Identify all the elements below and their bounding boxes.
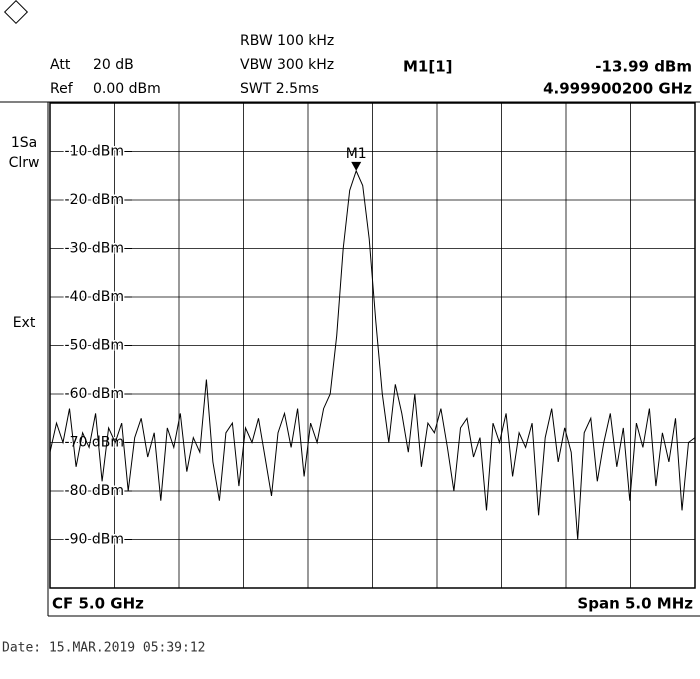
date: Date: 15.MAR.2019 05:39:12 <box>2 641 206 656</box>
logo <box>3 0 29 25</box>
marker-freq: 4.999900200 GHz <box>543 80 692 98</box>
y-tick-label: -40 dBm <box>65 289 124 305</box>
rbw: RBW 100 kHz <box>240 33 334 49</box>
marker <box>351 161 362 171</box>
span: Span 5.0 MHz <box>577 595 693 613</box>
y-tick-label: -70 dBm <box>65 435 124 451</box>
ref-value: 0.00 dBm <box>93 81 161 97</box>
y-tick-label: -20 dBm <box>65 192 124 208</box>
marker-name: M1[1] <box>403 58 453 76</box>
ref-label: Ref <box>50 81 74 97</box>
trace-label: 1Sa <box>11 135 37 151</box>
y-tick-label: -50 dBm <box>65 338 124 354</box>
y-tick-label: -80 dBm <box>65 483 124 499</box>
trace <box>49 169 696 540</box>
trace-mode: Clrw <box>9 155 40 171</box>
y-tick-label: -10 dBm <box>65 144 124 160</box>
att-label: Att <box>50 57 71 73</box>
marker-label: M1 <box>346 146 367 162</box>
att-value: 20 dB <box>93 57 134 73</box>
vbw: VBW 300 kHz <box>240 57 334 73</box>
swt: SWT 2.5ms <box>240 81 319 97</box>
y-tick-label: -60 dBm <box>65 386 124 402</box>
trigger: Ext <box>13 315 36 331</box>
y-tick-label: -90 dBm <box>65 532 124 548</box>
marker-level: -13.99 dBm <box>595 58 692 76</box>
y-tick-label: -30 dBm <box>65 241 124 257</box>
center-frequency: CF 5.0 GHz <box>52 595 144 613</box>
